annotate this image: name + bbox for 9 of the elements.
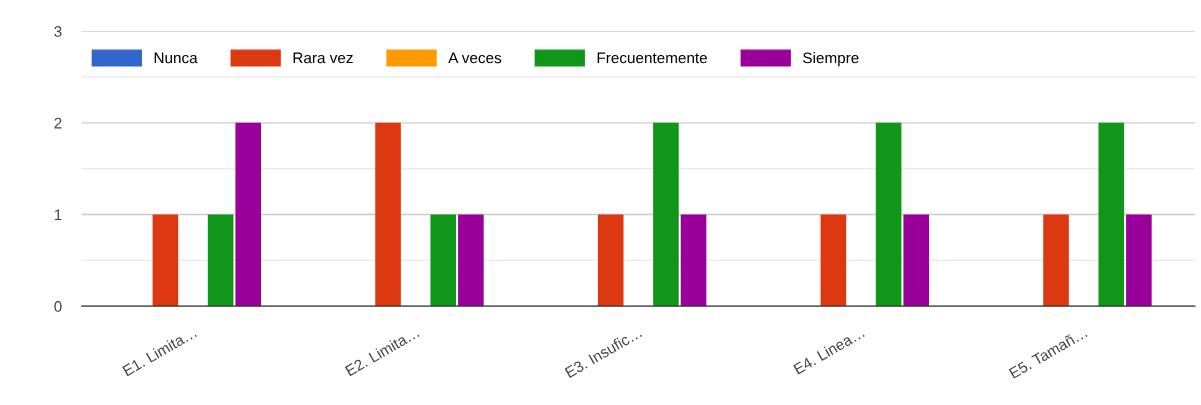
legend-label: Nunca xyxy=(154,52,198,64)
legend-label: Rara vez xyxy=(293,52,353,64)
legend-label: Frecuentemente xyxy=(597,52,707,64)
y-tick-label: 2 xyxy=(54,117,62,129)
legend-label: A veces xyxy=(448,52,502,64)
y-tick-label: 3 xyxy=(54,26,62,37)
legend-label: Siempre xyxy=(803,52,859,67)
y-tick-label: 0 xyxy=(54,301,62,312)
y-tick-label: 1 xyxy=(54,209,62,221)
